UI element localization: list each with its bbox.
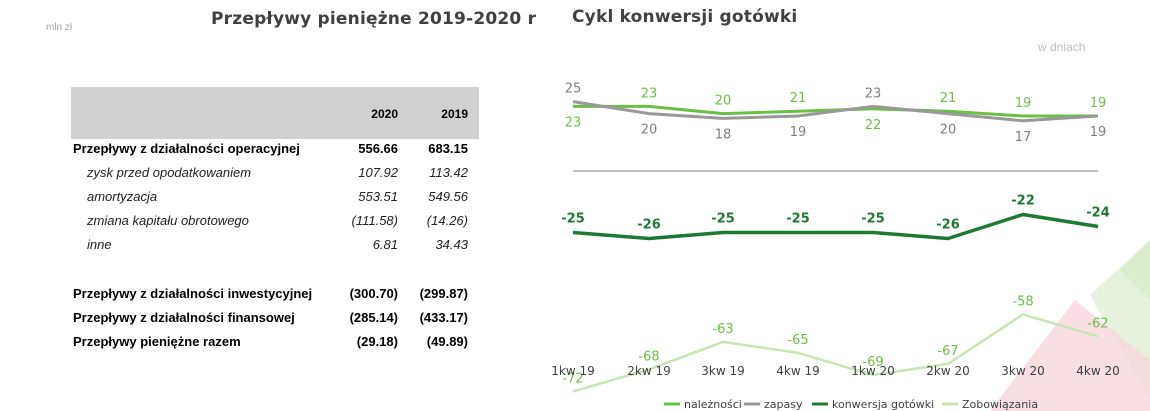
category-tick-label: 3kw 20 bbox=[1001, 364, 1044, 378]
category-tick-label: 1kw 20 bbox=[851, 364, 894, 378]
data-label: 20 bbox=[715, 94, 732, 109]
data-label: -22 bbox=[1011, 194, 1035, 209]
data-label: -26 bbox=[637, 218, 661, 233]
value-2020: 107.92 bbox=[358, 165, 398, 180]
column-header-2020: 2020 bbox=[371, 107, 398, 121]
legend-entry: zapasy bbox=[764, 398, 803, 411]
value-2020: 553.51 bbox=[358, 189, 398, 204]
table-row: Przepływy z działalności operacyjnej 556… bbox=[0, 141, 520, 161]
data-label: -25 bbox=[786, 212, 810, 227]
row-label: amortyzacja bbox=[87, 189, 158, 204]
row-label: Przepływy z działalności operacyjnej bbox=[73, 141, 300, 156]
row-label: inne bbox=[87, 237, 112, 252]
data-label: -24 bbox=[1086, 206, 1110, 221]
table-row: zysk przed opodatkowaniem 107.92 113.42 bbox=[0, 165, 520, 185]
data-label: -58 bbox=[1012, 294, 1033, 309]
category-tick-label: 2kw 20 bbox=[926, 364, 969, 378]
series-line-1 bbox=[572, 100, 1099, 123]
table-header-background bbox=[71, 87, 479, 139]
data-label: 20 bbox=[940, 123, 957, 138]
data-label: 19 bbox=[790, 125, 807, 140]
value-2019: (49.89) bbox=[426, 334, 468, 349]
row-label: zysk przed opodatkowaniem bbox=[87, 165, 252, 180]
data-label: 19 bbox=[1090, 96, 1107, 111]
data-label: 17 bbox=[1015, 130, 1032, 145]
legend-entry: konwersja gotówki bbox=[832, 398, 934, 411]
data-label: 20 bbox=[641, 123, 658, 138]
data-label: 19 bbox=[1090, 125, 1107, 140]
category-tick-label: 3kw 19 bbox=[701, 364, 744, 378]
data-label: 22 bbox=[865, 118, 882, 133]
value-2019: 113.42 bbox=[429, 165, 468, 180]
table-row: inne 6.81 34.43 bbox=[0, 237, 520, 257]
cashflow-title: Przepływy pieniężne 2019-2020 r bbox=[211, 9, 537, 29]
data-label: -25 bbox=[861, 212, 885, 227]
data-label: 23 bbox=[565, 115, 582, 130]
category-tick-label: 2kw 19 bbox=[627, 364, 670, 378]
data-label: 23 bbox=[641, 86, 658, 101]
category-tick-label: 1kw 19 bbox=[551, 364, 594, 378]
legend-entry: Zobowiązania bbox=[962, 398, 1038, 411]
row-label: Przepływy z działalności inwestycyjnej bbox=[73, 286, 313, 301]
data-label: -63 bbox=[712, 322, 733, 337]
data-label: -25 bbox=[711, 212, 735, 227]
table-row: Przepływy z działalności inwestycyjnej (… bbox=[0, 286, 520, 306]
unit-label-left: mln zł bbox=[46, 22, 73, 33]
data-label: -25 bbox=[561, 212, 585, 227]
data-label: 23 bbox=[865, 86, 882, 101]
data-label: -68 bbox=[638, 349, 659, 364]
row-label: Przepływy pieniężne razem bbox=[73, 334, 241, 349]
value-2019: 683.15 bbox=[428, 141, 468, 156]
series-line-3 bbox=[572, 313, 1099, 393]
table-row: Przepływy pieniężne razem (29.18) (49.89… bbox=[0, 334, 520, 354]
table-row: Przepływy z działalności finansowej (285… bbox=[0, 310, 520, 330]
value-2020: (29.18) bbox=[356, 334, 398, 349]
data-label: -26 bbox=[936, 218, 960, 233]
data-label: 19 bbox=[1015, 96, 1032, 111]
legend-entry: należności bbox=[684, 398, 742, 411]
row-label: zmiana kapitału obrotowego bbox=[87, 213, 249, 228]
data-label: -69 bbox=[862, 355, 883, 370]
category-tick-label: 4kw 19 bbox=[776, 364, 819, 378]
value-2019: (14.26) bbox=[426, 213, 468, 228]
value-2020: 556.66 bbox=[358, 141, 398, 156]
data-label: 21 bbox=[940, 91, 957, 106]
value-2020: (285.14) bbox=[349, 310, 398, 325]
series-line-2 bbox=[572, 212, 1099, 241]
value-2020: (111.58) bbox=[351, 213, 399, 228]
value-2020: 6.81 bbox=[372, 237, 398, 252]
column-header-2019: 2019 bbox=[441, 107, 468, 121]
value-2019: 549.56 bbox=[428, 189, 468, 204]
value-2019: (433.17) bbox=[419, 310, 468, 325]
data-label: -62 bbox=[1087, 316, 1108, 331]
value-2019: 34.43 bbox=[435, 237, 468, 252]
chart-unit-label: w dniach bbox=[1038, 40, 1086, 54]
value-2019: (299.87) bbox=[419, 286, 468, 301]
category-tick-label: 4kw 20 bbox=[1076, 364, 1119, 378]
data-label: -72 bbox=[562, 371, 583, 386]
data-label: 25 bbox=[565, 82, 582, 97]
data-label: -67 bbox=[937, 344, 958, 359]
data-label: 21 bbox=[790, 91, 807, 106]
cash-conversion-chart: 23 23 20 21 22 21 19 19 25 20 18 19 23 20 17 19 -25 -26 -2… bbox=[551, 82, 1119, 411]
data-label: 18 bbox=[715, 127, 732, 142]
chart-title: Cykl konwersji gotówki bbox=[572, 7, 798, 27]
table-row: zmiana kapitału obrotowego (111.58) (14.… bbox=[0, 213, 520, 233]
row-label: Przepływy z działalności finansowej bbox=[73, 310, 295, 325]
value-2020: (300.70) bbox=[349, 286, 398, 301]
data-label: -65 bbox=[787, 333, 808, 348]
table-row: amortyzacja 553.51 549.56 bbox=[0, 189, 520, 209]
table-header-row: 2020 2019 bbox=[0, 107, 520, 127]
